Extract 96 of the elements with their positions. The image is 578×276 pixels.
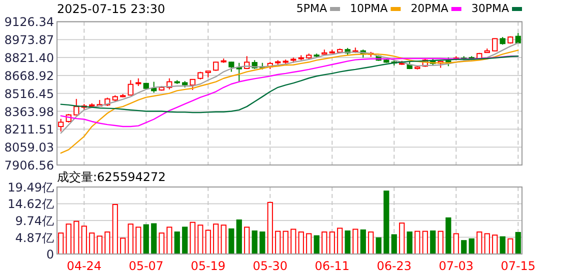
x-tick-label: 06-11 [314, 259, 350, 273]
bar [89, 232, 95, 254]
bar [182, 226, 188, 254]
bar [220, 224, 226, 254]
y-tick-label: 9126.34 [4, 15, 54, 30]
bar [158, 232, 164, 254]
candlestick [190, 78, 196, 90]
bar [104, 232, 110, 254]
bar [391, 234, 397, 254]
bar [58, 232, 64, 254]
bar [166, 226, 172, 254]
y-tick-label: 8059.03 [4, 140, 54, 155]
bar [198, 224, 204, 254]
bar [151, 223, 157, 254]
y-tick-label: 14.62亿 [8, 197, 54, 212]
bar [446, 217, 452, 254]
x-tick-label: 05-07 [128, 259, 164, 273]
bar [314, 235, 320, 254]
bar [476, 232, 482, 254]
bar [74, 220, 80, 254]
bar [414, 230, 420, 254]
y-tick-label: 8821.40 [4, 51, 54, 66]
bar [453, 233, 459, 254]
bar [352, 228, 358, 254]
legend-label: 10PMA [350, 2, 388, 15]
candlestick [58, 118, 64, 132]
bar [376, 237, 382, 254]
bar [298, 232, 304, 254]
chart-title: 成交量:625594272 [57, 170, 166, 184]
y-tick-label: 19.49亿 [8, 180, 54, 194]
x-tick-label: 04-24 [66, 259, 102, 273]
x-tick-label: 07-15 [500, 259, 536, 273]
bar [468, 238, 474, 254]
y-tick-label: 8668.92 [4, 68, 54, 83]
candlestick [492, 38, 498, 52]
bar [344, 230, 350, 254]
bar [368, 232, 374, 254]
x-tick-label: 05-19 [190, 259, 226, 273]
y-tick-label: 7906.56 [4, 158, 54, 172]
bar [112, 204, 118, 254]
bar [252, 230, 258, 254]
bar [267, 202, 273, 254]
bar [290, 228, 296, 254]
bar [399, 222, 405, 254]
y-tick-label: 4.87亿 [15, 230, 54, 245]
y-tick-label: 8516.45 [4, 86, 54, 101]
y-tick-label: 0 [46, 248, 54, 262]
bar [66, 224, 72, 254]
bar [282, 230, 288, 254]
bar [438, 230, 444, 254]
bar [205, 230, 211, 254]
chart-title: 2025-07-15 23:30 [57, 2, 166, 16]
bar [81, 226, 87, 254]
bar [329, 232, 335, 254]
bar [384, 190, 390, 254]
bar [306, 233, 312, 254]
bar [500, 236, 506, 254]
bar [515, 232, 521, 254]
bar [422, 230, 428, 254]
x-tick-label: 05-30 [252, 259, 288, 273]
line-series [60, 50, 519, 154]
bar [136, 226, 142, 254]
bar [492, 234, 498, 254]
bar [337, 228, 343, 254]
candlestick [213, 61, 219, 72]
bar [260, 232, 266, 254]
bar [228, 228, 234, 254]
x-tick-label: 06-23 [376, 259, 412, 273]
legend-label: 30PMA [471, 2, 510, 15]
bar [236, 219, 242, 254]
bar [96, 236, 102, 254]
x-tick-label: 07-03 [438, 259, 474, 273]
legend-label: 5PMA [296, 2, 328, 15]
y-tick-label: 8211.51 [4, 122, 54, 137]
y-tick-label: 9.74亿 [15, 214, 54, 228]
bar [430, 230, 436, 254]
candlestick [128, 80, 134, 96]
bar [484, 233, 490, 254]
bar [360, 229, 366, 254]
bar [120, 238, 126, 254]
y-tick-label: 8363.98 [4, 104, 54, 119]
y-tick-label: 8973.87 [4, 33, 54, 48]
legend-label: 20PMA [410, 2, 449, 15]
bar [190, 222, 196, 254]
bar [508, 238, 514, 254]
candlestick [74, 98, 80, 116]
bar [213, 224, 219, 254]
bar [461, 240, 467, 254]
bar [244, 226, 250, 254]
bar [275, 230, 281, 254]
bar [406, 232, 412, 254]
bar [128, 224, 134, 254]
bar [322, 232, 328, 254]
candlestick [228, 61, 234, 72]
bar [174, 232, 180, 254]
bar [143, 224, 149, 254]
